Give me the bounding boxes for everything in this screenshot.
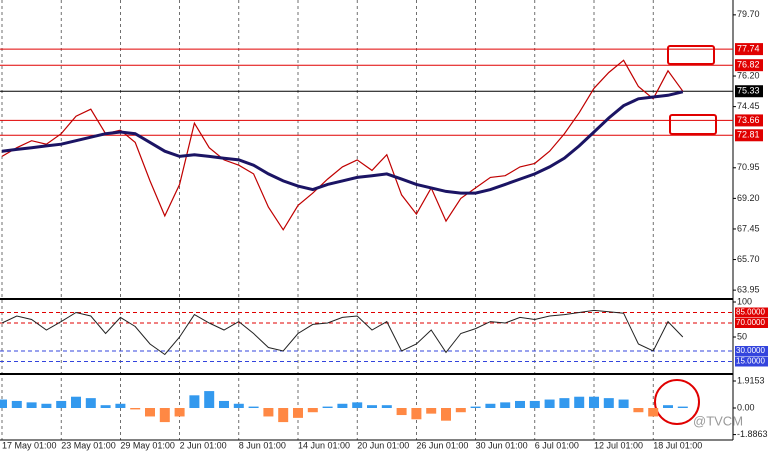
- histogram-bar: [485, 403, 496, 408]
- histogram-bar: [337, 403, 348, 408]
- x-tick-label: 30 Jun 01:00: [476, 440, 528, 450]
- histogram-bar: [293, 408, 303, 418]
- histogram-bar: [0, 399, 7, 408]
- x-tick-label: 18 Jul 01:00: [653, 440, 702, 450]
- histogram-bar: [263, 408, 274, 417]
- highlight-box: [667, 45, 715, 65]
- label-bg: [735, 114, 763, 127]
- histogram-bar: [633, 408, 644, 413]
- histogram-bar: [145, 408, 155, 417]
- histogram-bar: [189, 395, 200, 408]
- x-tick-label: 6 Jul 01:00: [535, 440, 579, 450]
- x-tick-label: 23 May 01:00: [61, 440, 116, 450]
- oscillator-line: [1, 309, 684, 356]
- x-tick-label: 12 Jul 01:00: [594, 440, 643, 450]
- histogram-bar: [130, 408, 141, 410]
- histogram-bar: [56, 400, 67, 408]
- moving-average: [1, 90, 684, 195]
- level-label: 15.0000: [736, 357, 765, 366]
- histogram-bar: [278, 408, 289, 423]
- y-tick-label: 1.9153: [737, 375, 765, 385]
- x-tick-label: 14 Jun 01:00: [298, 440, 350, 450]
- label-bg: [735, 307, 768, 318]
- histogram-bar: [352, 402, 363, 408]
- histogram-bar: [11, 400, 22, 408]
- histogram-bar: [307, 408, 318, 413]
- y-tick-label: 0.00: [737, 402, 755, 412]
- y-tick-label: 100: [737, 296, 752, 306]
- histogram-bar: [115, 403, 126, 408]
- y-tick-label: 65.70: [737, 254, 760, 264]
- histogram-bar: [589, 396, 599, 408]
- histogram-bar: [500, 402, 511, 408]
- histogram-bar: [85, 398, 96, 408]
- histogram-bar: [455, 408, 466, 413]
- histogram-bar: [248, 406, 259, 408]
- level-label: 75.33: [737, 86, 760, 96]
- histogram-bar: [663, 405, 673, 408]
- histogram-bar: [648, 408, 659, 417]
- x-tick-label: 20 Jun 01:00: [357, 440, 409, 450]
- histogram-bar: [71, 396, 81, 408]
- histogram-bar: [396, 408, 407, 416]
- histogram-bar: [470, 406, 481, 408]
- histogram-bar: [367, 405, 377, 408]
- histogram-bar: [677, 406, 688, 408]
- label-bg: [735, 59, 763, 72]
- histogram-bar: [233, 403, 244, 408]
- histogram-bar: [411, 408, 422, 420]
- y-tick-label: 69.20: [737, 193, 760, 203]
- histogram-bar: [100, 405, 111, 408]
- level-label: 72.81: [737, 130, 760, 140]
- y-tick-label: 63.95: [737, 285, 760, 295]
- y-tick-label: -1.8863: [737, 429, 768, 439]
- highlight-box: [669, 114, 717, 135]
- histogram-bar: [41, 403, 52, 408]
- histogram-bar: [515, 400, 525, 408]
- x-tick-label: 26 Jun 01:00: [416, 440, 468, 450]
- y-tick-label: 50: [737, 331, 747, 341]
- level-label: 30.0000: [736, 346, 765, 355]
- label-bg: [735, 43, 763, 56]
- histogram-bar: [574, 396, 585, 408]
- histogram-bar: [174, 408, 185, 417]
- histogram-bar: [441, 408, 451, 421]
- x-tick-label: 8 Jun 01:00: [239, 440, 286, 450]
- level-label: 77.74: [737, 43, 760, 53]
- label-bg: [735, 346, 768, 356]
- level-label: 76.82: [737, 60, 760, 70]
- histogram-bar: [559, 398, 570, 408]
- histogram-bar: [204, 391, 215, 408]
- label-bg: [735, 129, 763, 142]
- y-tick-label: 74.45: [737, 101, 760, 111]
- histogram-bar: [426, 408, 437, 414]
- x-tick-label: 29 May 01:00: [120, 440, 175, 450]
- histogram-bar: [618, 399, 629, 408]
- level-label: 85.0000: [736, 308, 765, 317]
- y-tick-label: 79.70: [737, 9, 760, 19]
- histogram-bar: [322, 406, 333, 408]
- watermark: @TVCM: [693, 413, 743, 428]
- y-tick-label: 76.20: [737, 70, 760, 80]
- label-bg: [735, 85, 763, 98]
- level-label: 70.0000: [736, 318, 765, 327]
- histogram-bar: [544, 399, 555, 408]
- grid: [1, 0, 654, 440]
- y-tick-label: 67.45: [737, 223, 760, 233]
- label-bg: [735, 318, 768, 328]
- histogram-bar: [26, 402, 37, 408]
- histogram-bar: [219, 400, 229, 408]
- histogram-bar: [603, 398, 614, 408]
- label-bg: [735, 356, 768, 367]
- histogram-bar: [381, 405, 392, 408]
- x-tick-label: 17 May 01:00: [2, 440, 57, 450]
- highlight-circle: [654, 379, 700, 425]
- x-tick-label: 2 Jun 01:00: [180, 440, 227, 450]
- histogram-bar: [159, 408, 170, 423]
- histogram-bar: [529, 400, 540, 408]
- level-label: 73.66: [737, 115, 760, 125]
- y-tick-label: 70.95: [737, 162, 760, 172]
